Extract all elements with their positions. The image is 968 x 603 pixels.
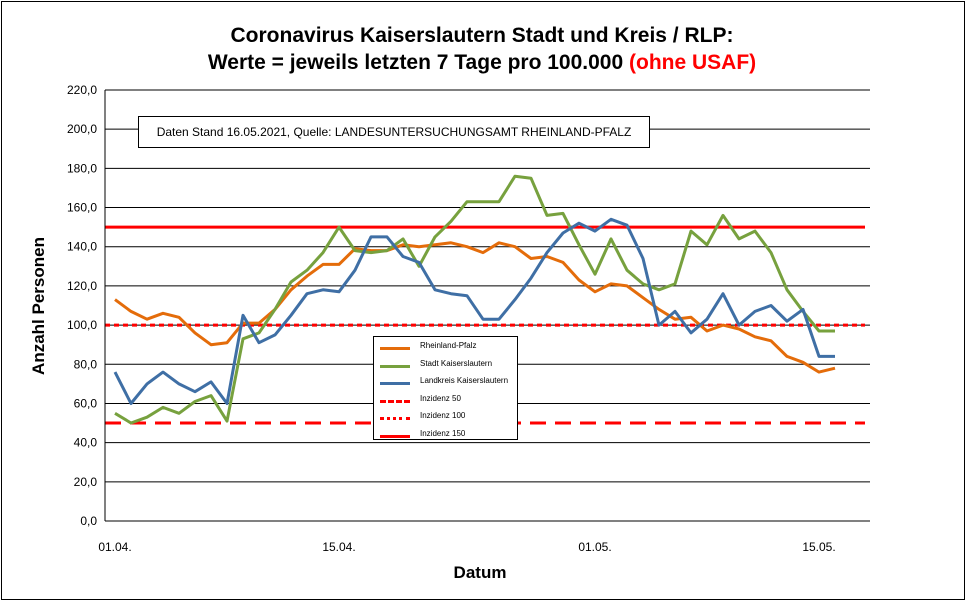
y-tick-label: 80,0 <box>74 357 98 371</box>
legend-label: Stadt Kaiserslautern <box>420 358 493 368</box>
legend-item: Landkreis Kaiserslautern <box>378 374 516 392</box>
y-tick-label: 180,0 <box>67 161 97 175</box>
y-tick-labels: 0,0 20,0 40,0 60,0 80,0 100,0 120,0 140,0 160,0 1… <box>67 83 97 528</box>
data-series <box>113 174 836 425</box>
title-line-1: Coronavirus Kaiserslautern Stadt und Kre… <box>230 24 734 47</box>
legend-label: Landkreis Kaiserslautern <box>420 376 509 385</box>
legend-label: Inzidenz 150 <box>420 428 466 438</box>
y-tick-label: 200,0 <box>67 122 97 136</box>
y-tick-label: 0,0 <box>80 514 97 528</box>
legend-item: Inzidenz 50 <box>378 392 516 410</box>
y-tick-label: 60,0 <box>74 396 98 410</box>
title-line-2-red: (ohne USAF) <box>629 51 757 74</box>
x-tick-label: 01.05. <box>578 540 611 554</box>
series-line-stadt-kaiserslautern <box>114 174 835 425</box>
legend-swatch <box>380 347 410 350</box>
legend-swatch <box>380 417 410 420</box>
x-axis-title: Datum <box>454 563 507 582</box>
legend-swatch <box>380 364 410 368</box>
data-source-note: Daten Stand 16.05.2021, Quelle: LANDESUN… <box>138 116 650 148</box>
legend-swatch <box>380 434 410 438</box>
legend-item: Stadt Kaiserslautern <box>378 357 516 375</box>
legend-item: Rheinland-Pfalz <box>378 339 516 357</box>
chart-title: Coronavirus Kaiserslautern Stadt und Kre… <box>0 22 964 76</box>
y-tick-label: 140,0 <box>67 240 97 254</box>
legend-label: Inzidenz 50 <box>420 393 461 403</box>
series-line-landkreis-kaiserslautern <box>113 217 835 405</box>
x-tick-label: 15.04. <box>322 540 355 554</box>
y-tick-label: 120,0 <box>67 279 97 293</box>
x-tick-label: 15.05. <box>802 540 835 554</box>
axes <box>104 90 870 522</box>
title-line-2: Werte = jeweils letzten 7 Tage pro 100.0… <box>0 49 964 76</box>
y-tick-label: 160,0 <box>67 201 97 215</box>
y-tick-label: 20,0 <box>74 475 98 489</box>
legend: Rheinland-Pfalz Stadt Kaiserslautern Landk… <box>373 336 518 440</box>
legend-swatch <box>380 382 410 385</box>
legend-item: Inzidenz 150 <box>378 427 516 445</box>
legend-label: Rheinland-Pfalz <box>420 341 477 350</box>
title-line-2-main: Werte = jeweils letzten 7 Tage pro 100.0… <box>207 51 624 74</box>
legend-label: Inzidenz 100 <box>420 411 466 420</box>
y-axis-title: Anzahl Personen <box>29 237 48 375</box>
x-tick-label: 01.04. <box>98 540 131 554</box>
legend-swatch <box>380 399 410 403</box>
y-tick-label: 40,0 <box>74 436 98 450</box>
y-tick-label: 100,0 <box>67 318 97 332</box>
x-tick-labels: 01.04. 15.04. 01.05. 15.05. <box>98 540 835 554</box>
series-line-rheinland-pfalz <box>114 241 836 374</box>
y-tick-label: 220,0 <box>67 83 97 97</box>
gridlines <box>105 89 870 522</box>
legend-item: Inzidenz 100 <box>378 409 516 427</box>
